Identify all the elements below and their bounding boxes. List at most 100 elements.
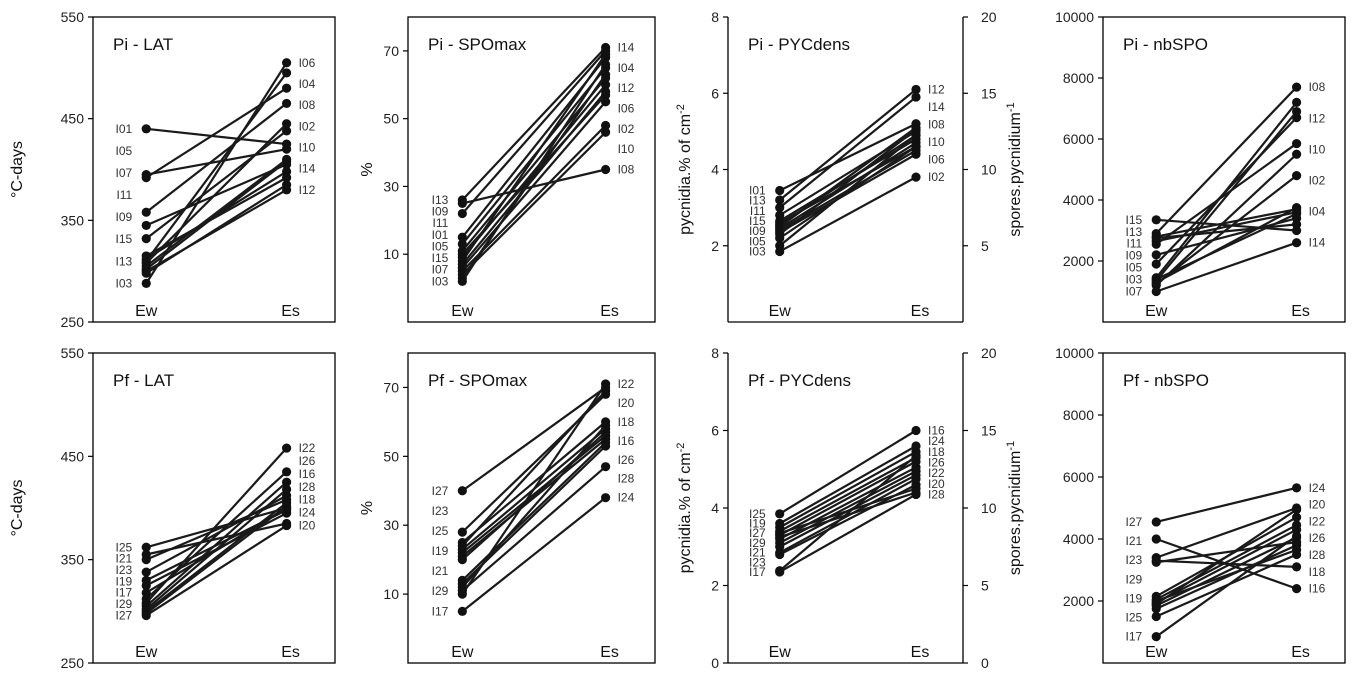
series-line-I29 <box>1155 508 1298 606</box>
series-line-I02 <box>462 168 606 205</box>
series-line-I06 <box>145 72 288 262</box>
isolate-label: I03 <box>432 274 449 288</box>
point-I06-ew <box>1151 250 1161 260</box>
point-I03-ew <box>775 203 785 213</box>
isolate-label: I01 <box>749 183 766 197</box>
series-line-I15 <box>779 128 917 236</box>
series-line-I09 <box>779 141 917 230</box>
point-I23-es <box>282 467 292 477</box>
isolate-label: I20 <box>299 519 316 533</box>
isolate-label: I10 <box>299 140 316 154</box>
point-I12-es <box>1292 238 1302 248</box>
isolate-label: I24 <box>618 491 635 505</box>
isolate-label: I02 <box>618 122 635 136</box>
isolate-label: I21 <box>749 546 766 560</box>
series-line-I16 <box>461 386 607 492</box>
isolate-label: I21 <box>1126 534 1143 548</box>
y-tick-label: 30 <box>383 517 399 533</box>
panel-title: Pi - SPOmax <box>428 35 527 54</box>
isolate-label: I02 <box>299 119 316 133</box>
point-I25-es <box>282 477 292 487</box>
point-I27-ew <box>1151 557 1161 567</box>
category-label: Es <box>281 303 300 320</box>
y-axis-label: °C-days <box>9 141 26 198</box>
series-line-I03 <box>1156 208 1297 238</box>
point-I29-es <box>282 520 292 531</box>
series-line-I13 <box>1155 206 1298 284</box>
point-I05-es <box>1292 138 1302 149</box>
point-I15-es <box>601 90 611 100</box>
isolate-label: I19 <box>432 544 449 558</box>
y-axis-label: pycnidia.% of cm-2 <box>675 443 694 574</box>
series-line-I19 <box>779 456 917 533</box>
y-tick-label: 30 <box>383 178 399 194</box>
y-tick-label: 4000 <box>1063 192 1094 208</box>
point-I09-es <box>601 97 611 107</box>
series-line-I01 <box>146 148 287 176</box>
y-tick-label: 250 <box>61 314 85 330</box>
series-line-I28 <box>145 505 288 615</box>
isolate-label: I08 <box>299 98 316 112</box>
point-I29-es <box>911 489 921 500</box>
isolate-label: I23 <box>116 563 133 577</box>
category-label: Ew <box>451 644 474 661</box>
isolate-label: I27 <box>116 608 133 622</box>
category-label: Es <box>1291 303 1310 320</box>
y-tick-label: 6 <box>711 85 719 101</box>
series-line-I01 <box>461 46 607 201</box>
y2-tick-label: 20 <box>981 9 997 25</box>
point-I14-es <box>1292 219 1302 229</box>
category-label: Ew <box>1145 644 1168 661</box>
isolate-label: I13 <box>116 254 133 268</box>
point-I28-es <box>1292 545 1302 555</box>
category-label: Es <box>911 644 930 661</box>
series-line-I18 <box>461 421 607 544</box>
point-I29-es <box>601 386 611 396</box>
panel-title: Pf - PYCdens <box>748 371 851 390</box>
point-I29-ew <box>141 610 151 621</box>
isolate-label: I22 <box>618 377 635 391</box>
point-I15-es <box>911 124 921 135</box>
series-line-I07 <box>145 129 288 240</box>
series-line-I21 <box>461 438 607 558</box>
series-line-I26 <box>779 487 917 535</box>
point-I12-es <box>911 142 921 152</box>
point-I07-es <box>601 80 611 90</box>
panel-title: Pf - LAT <box>113 371 174 390</box>
point-I16-ew <box>775 509 785 519</box>
point-I15-es <box>282 119 292 129</box>
point-I14-ew <box>775 246 785 257</box>
isolate-label: I17 <box>749 565 766 579</box>
point-I03-es <box>911 92 921 102</box>
point-I22-ew <box>457 555 467 565</box>
point-I02-es <box>911 84 921 95</box>
y-tick-label: 4 <box>711 500 719 516</box>
point-I18-ew <box>141 555 151 565</box>
isolate-label: I14 <box>1309 236 1326 250</box>
series-line-I15 <box>1155 212 1298 281</box>
point-I08-es <box>1292 97 1302 107</box>
point-I07-ew <box>1151 259 1161 269</box>
isolate-label: I06 <box>618 102 635 116</box>
point-I03-ew <box>141 278 151 288</box>
isolate-label: I23 <box>1126 553 1143 567</box>
y-tick-label: 10 <box>383 586 399 602</box>
isolate-label: I03 <box>1126 273 1143 287</box>
series-line-I13 <box>779 134 917 247</box>
series-line-I11 <box>145 170 288 260</box>
point-I26-ew <box>1151 632 1161 642</box>
point-I02-es <box>601 164 611 175</box>
point-I14-ew <box>1151 233 1161 243</box>
isolate-label: I11 <box>1126 237 1142 251</box>
series-line-I22 <box>1155 528 1298 604</box>
category-label: Ew <box>769 644 792 661</box>
series-line-I21 <box>779 466 917 540</box>
isolate-label: I15 <box>749 214 766 228</box>
y-axis-label: °C-days <box>9 479 26 536</box>
isolate-label: I11 <box>750 204 766 218</box>
y2-tick-label: 0 <box>981 655 989 671</box>
isolate-label: I28 <box>1309 548 1326 562</box>
series-line-I16 <box>1155 486 1297 524</box>
y-tick-label: 8 <box>711 9 719 25</box>
isolate-label: I11 <box>433 216 449 230</box>
